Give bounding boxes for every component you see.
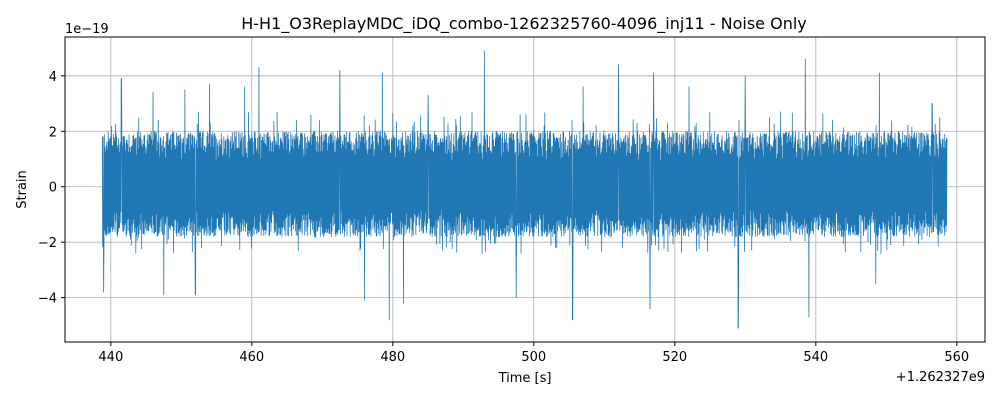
y-tick-label: −4	[38, 292, 57, 307]
plot-area	[101, 50, 948, 329]
x-axis: 440 460 480 500 520 540 560	[98, 342, 969, 365]
x-tick-label: 500	[521, 350, 546, 365]
y-axis-label: Strain	[15, 170, 30, 209]
y-tick-label: 4	[49, 70, 57, 85]
series-line-strain	[101, 50, 948, 329]
x-tick-label: 540	[803, 350, 828, 365]
x-tick-label: 520	[662, 350, 687, 365]
x-tick-label: 480	[380, 350, 405, 365]
chart-title: H-H1_O3ReplayMDC_iDQ_combo-1262325760-40…	[241, 14, 807, 34]
x-offset-label: +1.262327e9	[896, 370, 985, 385]
axes-frame	[64, 36, 986, 343]
x-tick-label: 560	[944, 350, 969, 365]
x-axis-label: Time [s]	[498, 371, 552, 386]
y-scale-label: 1e−19	[65, 22, 109, 37]
y-axis: −4 −2 0 2 4	[38, 70, 65, 307]
y-tick-label: 0	[49, 181, 57, 196]
y-tick-label: −2	[38, 236, 57, 251]
x-tick-label: 460	[239, 350, 264, 365]
x-tick-label: 440	[98, 350, 123, 365]
y-tick-label: 2	[49, 125, 57, 140]
